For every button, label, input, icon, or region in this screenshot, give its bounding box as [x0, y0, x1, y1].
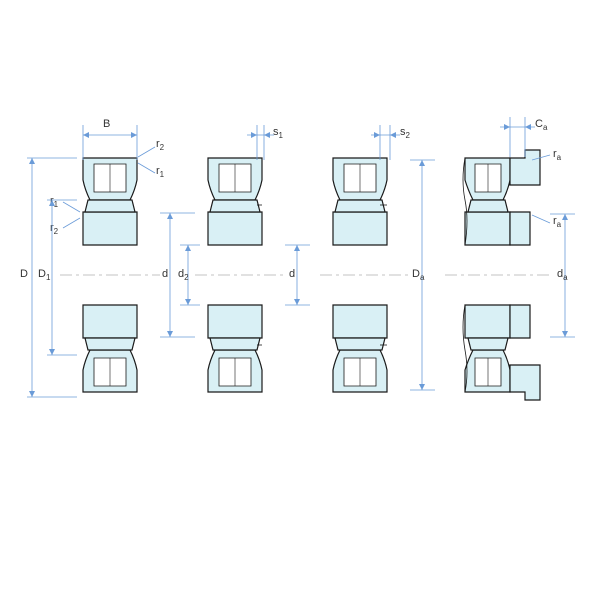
label-r1-top: r1	[156, 165, 164, 179]
label-Da: Da	[412, 268, 424, 282]
label-s2: s2	[400, 126, 410, 140]
label-D1: D1	[38, 268, 50, 282]
label-Ca: Ca	[535, 118, 547, 132]
label-B: B	[103, 118, 110, 130]
label-d2: d2	[178, 268, 189, 282]
dim-B	[75, 125, 145, 160]
section-3-inner	[330, 150, 400, 400]
label-d-s1: d	[162, 268, 168, 280]
diagram-canvas: r2 r1 r1 r2 B D D1	[0, 0, 600, 600]
section-2-inner	[205, 150, 275, 400]
label-da: da	[557, 268, 568, 282]
label-r2-top: r2	[156, 138, 164, 152]
label-ra-top: ra	[553, 148, 561, 162]
label-s1: s1	[273, 126, 283, 140]
label-D: D	[20, 268, 28, 280]
label-d-sec2: d	[289, 268, 295, 280]
